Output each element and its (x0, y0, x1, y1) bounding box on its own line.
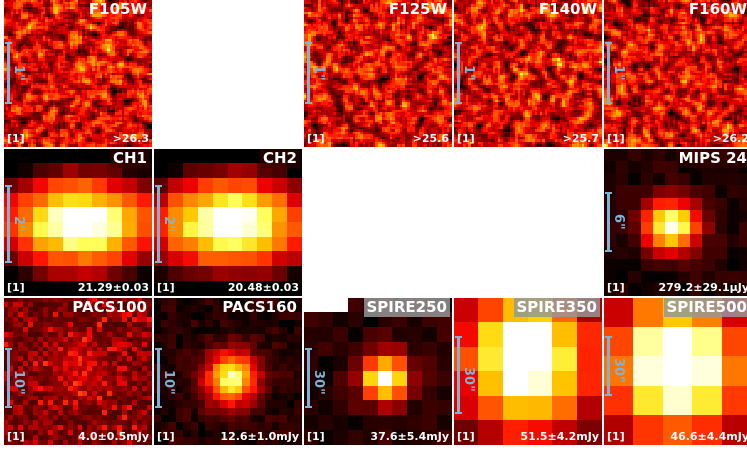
band-label: F140W (538, 0, 597, 18)
image-panel-ch2: CH2 [1] 20.48±0.03 2" (154, 149, 302, 296)
flux-value: 21.29±0.03 (77, 281, 149, 294)
cutout-image (304, 298, 452, 445)
flux-value: 37.6±5.4mJy (370, 430, 449, 443)
scale-bar-label: 30" (311, 370, 326, 395)
scale-bar-label: 2" (161, 216, 176, 232)
image-panel-pacs160: PACS160 [1] 12.6±1.0mJy 10" (154, 298, 302, 445)
flux-value: 12.6±1.0mJy (220, 430, 299, 443)
reference-label: [1] (307, 430, 325, 443)
scale-bar (605, 42, 612, 104)
scale-bar-label: 30" (611, 358, 626, 383)
flux-value: 279.2±29.1μJy (658, 281, 747, 294)
reference-label: [1] (7, 281, 25, 294)
scale-bar-label: 10" (11, 370, 26, 395)
flux-value: >25.7 (562, 132, 599, 145)
image-panel-spire350: SPIRE350 [1] 51.5±4.2mJy 30" (454, 298, 602, 445)
band-label: SPIRE500 (663, 298, 747, 317)
image-panel-f105w: F105W [1] >26.3 1" (4, 0, 152, 147)
reference-label: [1] (157, 281, 175, 294)
image-panel-f160w: F160W [1] >26.2 1" (604, 0, 747, 147)
cutout-image (604, 298, 747, 445)
image-panel-pacs100: PACS100 [1] 4.0±0.5mJy 10" (4, 298, 152, 445)
empty-panel (304, 149, 602, 296)
cutout-image (4, 0, 152, 147)
image-panel-f125w: F125W [1] >25.6 1" (304, 0, 452, 147)
scale-bar (605, 336, 612, 396)
band-label: F125W (388, 0, 447, 18)
scale-bar (455, 42, 462, 104)
cutout-image (454, 298, 602, 445)
scale-bar (305, 42, 312, 104)
reference-label: [1] (607, 281, 625, 294)
scale-bar-label: 30" (461, 367, 476, 392)
cutout-image (154, 298, 302, 445)
scale-bar-label: 10" (161, 370, 176, 395)
scale-bar-label: 2" (11, 216, 26, 232)
flux-value: 51.5±4.2mJy (520, 430, 599, 443)
reference-label: [1] (607, 132, 625, 145)
image-panel-mips24: MIPS 24 [1] 279.2±29.1μJy 6" (604, 149, 747, 296)
reference-label: [1] (607, 430, 625, 443)
reference-label: [1] (7, 430, 25, 443)
band-label: CH2 (260, 149, 300, 168)
flux-value: 20.48±0.03 (227, 281, 299, 294)
cutout-image (4, 298, 152, 445)
band-label: CH1 (110, 149, 150, 168)
scale-bar (305, 348, 312, 408)
scale-bar-label: 1" (11, 65, 26, 81)
scale-bar-label: 6" (611, 214, 626, 230)
band-label: PACS100 (72, 298, 147, 316)
scale-bar (455, 336, 462, 414)
scale-bar (155, 348, 162, 408)
flux-value: >25.6 (412, 132, 449, 145)
flux-value: >26.3 (112, 132, 149, 145)
image-panel-spire250: SPIRE250 [1] 37.6±5.4mJy 30" (304, 298, 452, 445)
scale-bar (155, 185, 162, 263)
image-panel-spire500: SPIRE500 [1] 46.6±4.4mJy 30" (604, 298, 747, 445)
image-panel-f140w: F140W [1] >25.7 1" (454, 0, 602, 147)
reference-label: [1] (7, 132, 25, 145)
scale-bar (5, 348, 12, 408)
scale-bar-label: 1" (461, 65, 476, 81)
cutout-image (154, 149, 302, 296)
scale-bar (605, 192, 612, 252)
flux-value: >26.2 (712, 132, 747, 145)
scale-bar-label: 1" (611, 65, 626, 81)
cutout-image (604, 0, 747, 147)
empty-panel (154, 0, 302, 147)
cutout-image (4, 149, 152, 296)
image-panel-ch1: CH1 [1] 21.29±0.03 2" (4, 149, 152, 296)
reference-label: [1] (457, 430, 475, 443)
flux-value: 46.6±4.4mJy (670, 430, 747, 443)
band-label: F105W (88, 0, 147, 18)
flux-value: 4.0±0.5mJy (78, 430, 149, 443)
band-label: SPIRE250 (363, 298, 450, 317)
scale-bar (5, 42, 12, 104)
image-grid: F105W [1] >26.3 1" F125W [1] >25.6 1" F140W [1] >2… (4, 0, 747, 447)
cutout-image (604, 149, 747, 296)
band-label: F160W (688, 0, 747, 18)
band-label: MIPS 24 (675, 149, 747, 168)
band-label: PACS160 (222, 298, 297, 316)
band-label: SPIRE350 (513, 298, 600, 317)
scale-bar-label: 1" (311, 65, 326, 81)
reference-label: [1] (457, 132, 475, 145)
reference-label: [1] (307, 132, 325, 145)
cutout-image (304, 0, 452, 147)
reference-label: [1] (157, 430, 175, 443)
cutout-image (454, 0, 602, 147)
scale-bar (5, 185, 12, 263)
